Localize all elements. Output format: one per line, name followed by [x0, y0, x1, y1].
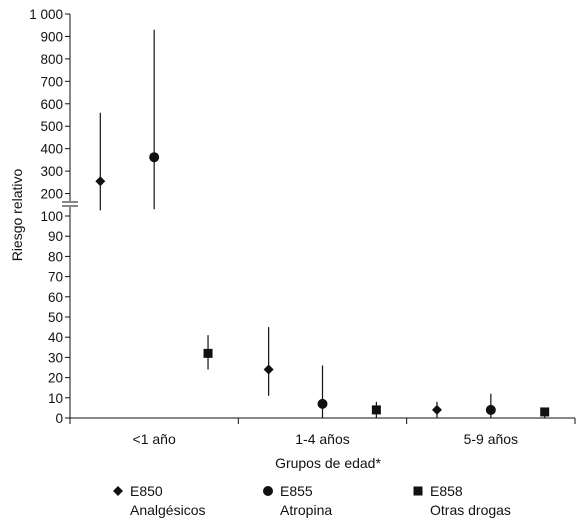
data-markers: [95, 152, 550, 417]
y-tick-label: 700: [40, 74, 63, 89]
y-tick-label: 800: [40, 52, 63, 67]
y-tick-label: 100: [40, 209, 63, 224]
y-axis: 0 10 20 30 40 50 60 70 80 90 100 200 300 400 500 600 700…: [29, 7, 78, 426]
x-axis: <1 año 1-4 años 5-9 años: [69, 417, 576, 447]
y-tick-label: 40: [48, 330, 63, 345]
y-tick-label: 600: [40, 97, 63, 112]
square-point: [371, 405, 381, 415]
y-tick-label: 300: [40, 164, 63, 179]
y-tick-label: 400: [40, 142, 63, 157]
y-tick-label: 90: [48, 229, 63, 244]
legend-diamond-marker: [113, 486, 123, 496]
y-tick-label: 1 000: [29, 7, 63, 22]
y-tick-label: 50: [48, 310, 63, 325]
x-axis-title: Grupos de edad*: [275, 455, 381, 471]
legend-series-code: E858: [430, 483, 463, 499]
circle-point: [149, 152, 160, 163]
legend-square-marker: [413, 486, 423, 496]
diamond-point: [263, 364, 274, 375]
y-tick-label: 30: [48, 350, 63, 365]
y-tick-label: 900: [40, 29, 63, 44]
y-axis-title: Riesgo relativo: [9, 168, 25, 261]
legend-series-name: Otras drogas: [430, 502, 511, 518]
legend-series-code: E850: [130, 483, 163, 499]
x-category-label: <1 año: [133, 431, 176, 447]
circle-point: [485, 404, 496, 415]
legend-series-name: Atropina: [280, 502, 332, 518]
legend-series-code: E855: [280, 483, 313, 499]
y-tick-label: 60: [48, 290, 63, 305]
y-tick-label: 200: [40, 187, 63, 202]
error-bars: [99, 29, 546, 418]
circle-point: [317, 398, 328, 409]
y-tick-label: 0: [55, 411, 63, 426]
y-tick-label: 500: [40, 119, 63, 134]
y-tick-label: 10: [48, 391, 63, 406]
legend-circle-marker: [263, 486, 273, 496]
square-point: [203, 348, 213, 358]
legend: E850 Analgésicos E855 Atropina E858 Otras dro…: [113, 483, 511, 518]
square-point: [540, 407, 550, 417]
y-tick-label: 70: [48, 270, 63, 285]
y-tick-label: 80: [48, 249, 63, 264]
legend-series-name: Analgésicos: [130, 502, 206, 518]
diamond-point: [95, 176, 106, 187]
x-category-label: 5-9 años: [464, 431, 518, 447]
y-tick-label: 20: [48, 371, 63, 386]
x-category-label: 1-4 años: [295, 431, 349, 447]
diamond-point: [431, 404, 442, 415]
